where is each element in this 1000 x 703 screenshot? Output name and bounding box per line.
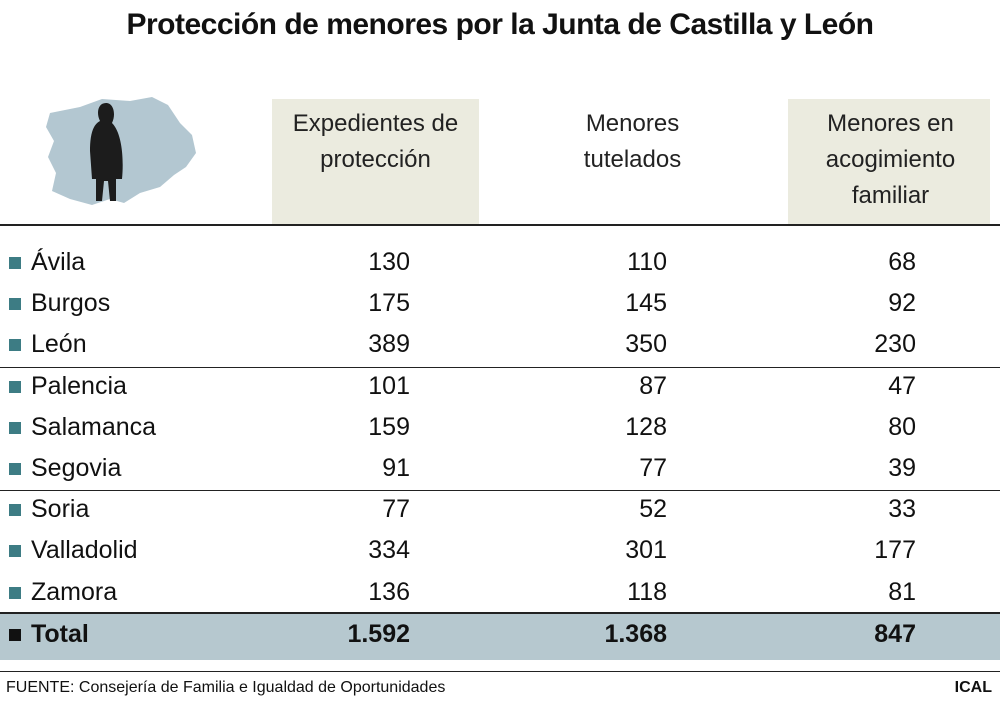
rule <box>0 612 1000 614</box>
column-header: Menores en acogimiento familiar <box>825 110 956 209</box>
header-shade <box>788 99 990 225</box>
cell-value: 159 <box>368 412 410 441</box>
cell-value: 128 <box>625 412 667 441</box>
cell-value: 334 <box>368 536 410 565</box>
cell-value: 33 <box>888 495 916 524</box>
bullet <box>9 298 21 311</box>
rule <box>0 490 1000 491</box>
bullet <box>9 339 21 352</box>
cell-value: 130 <box>368 248 410 276</box>
column-header: Menores tutelados <box>583 110 682 173</box>
cell-value: 110 <box>627 248 667 276</box>
bullet <box>9 629 21 641</box>
bullet <box>9 545 21 558</box>
cell-value: 68 <box>888 248 916 276</box>
rule <box>0 671 1000 672</box>
title: Protección de menores por la Junta de Ca… <box>126 8 874 41</box>
cell-value: 175 <box>368 289 410 318</box>
row-label: Valladolid <box>31 536 138 565</box>
cell-value: 91 <box>382 454 410 482</box>
cell-value: 87 <box>639 371 667 400</box>
total-value: 1.592 <box>347 620 410 648</box>
cell-value: 101 <box>368 371 410 400</box>
cell-value: 118 <box>627 577 667 606</box>
cell-value: 77 <box>639 454 667 482</box>
cell-value: 136 <box>368 577 410 606</box>
cell-value: 81 <box>888 577 916 606</box>
row-label: Segovia <box>31 454 122 482</box>
row-label: Zamora <box>31 577 118 606</box>
bullet <box>9 463 21 475</box>
total-value: 847 <box>874 620 916 648</box>
bullet <box>9 380 21 393</box>
total-row-shade <box>0 614 1000 660</box>
cell-value: 52 <box>639 495 667 524</box>
cell-value: 177 <box>874 536 916 565</box>
row-label: León <box>31 330 87 359</box>
bullet <box>9 421 21 434</box>
credit: ICAL <box>954 679 992 696</box>
cell-value: 47 <box>888 371 916 400</box>
cell-value: 77 <box>382 495 410 524</box>
bullet <box>9 257 21 269</box>
total-value: 1.368 <box>604 620 667 648</box>
map-icon <box>46 97 196 205</box>
row-label: Burgos <box>31 289 111 318</box>
cell-value: 350 <box>625 330 667 359</box>
cell-value: 80 <box>888 412 916 441</box>
bullet <box>9 504 21 517</box>
row-label: Ávila <box>31 248 86 276</box>
rule <box>0 367 1000 368</box>
child-figure <box>90 103 123 201</box>
row-label: Palencia <box>31 371 127 400</box>
rule <box>0 224 1000 226</box>
total-label: Total <box>31 620 89 648</box>
bullet <box>9 586 21 599</box>
cell-value: 301 <box>625 536 667 565</box>
cell-value: 389 <box>368 330 410 359</box>
header-shade <box>272 99 479 225</box>
row-label: Soria <box>31 495 90 524</box>
cell-value: 145 <box>625 289 667 318</box>
source: FUENTE: Consejería de Familia e Igualdad… <box>6 679 446 696</box>
cell-value: 39 <box>888 454 916 482</box>
cell-value: 230 <box>874 330 916 359</box>
row-label: Salamanca <box>31 412 157 441</box>
cell-value: 92 <box>888 289 916 318</box>
column-header: Expedientes de protección <box>292 110 459 173</box>
